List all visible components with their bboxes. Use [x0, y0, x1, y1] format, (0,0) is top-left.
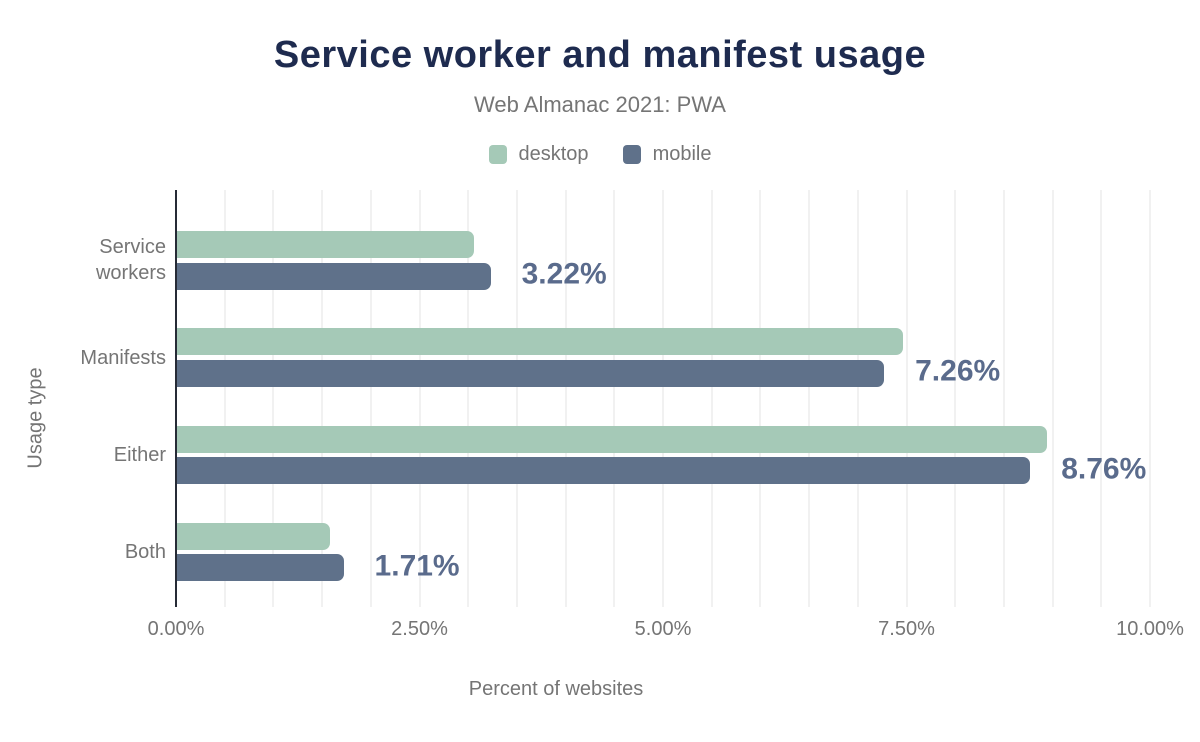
gridline — [1149, 190, 1151, 607]
bar-mobile-1 — [177, 262, 491, 290]
gridline — [954, 190, 957, 607]
bar-mobile-3 — [177, 457, 1031, 485]
desktop-swatch-icon — [488, 145, 507, 164]
gridline — [613, 190, 616, 607]
gridline — [564, 190, 567, 607]
gridline — [759, 190, 762, 607]
gridline — [1051, 190, 1054, 607]
gridline — [905, 190, 908, 607]
bar-mobile-2 — [177, 359, 885, 387]
bar-desktop-4 — [177, 522, 330, 550]
bar-desktop-3 — [177, 425, 1047, 453]
gridline — [710, 190, 713, 607]
category-label: Either — [113, 443, 166, 466]
gridline — [223, 190, 226, 607]
gridline — [515, 190, 518, 607]
value-label: 8.76% — [1061, 452, 1147, 486]
gridline — [369, 190, 372, 607]
x-tick-label: 0.00% — [147, 618, 205, 640]
x-tick-label: 10.00% — [1116, 618, 1184, 640]
gridline — [467, 190, 470, 607]
gridline — [1002, 190, 1005, 607]
x-axis-title: Percent of websites — [468, 678, 644, 700]
gridline — [856, 190, 859, 607]
category-label: Service workers — [95, 236, 166, 285]
bar-desktop-2 — [177, 328, 903, 356]
legend-label: desktop — [518, 143, 589, 165]
mobile-swatch-icon — [622, 145, 641, 164]
gridline — [1100, 190, 1103, 607]
value-label: 3.22% — [521, 257, 607, 291]
gridline — [808, 190, 811, 607]
x-tick-label: 5.00% — [634, 618, 692, 640]
y-axis-line — [175, 190, 177, 607]
category-label: Manifests — [80, 346, 166, 369]
gridline — [272, 190, 275, 607]
chart-title: Service worker and manifest usage — [273, 34, 927, 76]
value-label: 1.71% — [374, 549, 460, 583]
category-label: Both — [124, 541, 166, 564]
legend-label: mobile — [652, 143, 712, 165]
bar-desktop-1 — [177, 231, 475, 258]
legend: desktop mobile — [0, 143, 1200, 166]
gridline — [662, 190, 664, 607]
gridline — [321, 190, 324, 607]
bar-mobile-4 — [177, 554, 344, 582]
legend-item-mobile[interactable]: mobile — [622, 143, 712, 166]
x-tick-label: 7.50% — [878, 618, 935, 640]
y-axis-title: Usage type — [24, 367, 47, 469]
gridline — [418, 190, 421, 607]
value-label: 7.26% — [915, 354, 1001, 388]
plot-area: 3.22% 7.26% 8.76% 1.71% — [175, 190, 1151, 607]
legend-item-desktop[interactable]: desktop — [488, 143, 589, 166]
x-tick-label: 2.50% — [391, 618, 448, 640]
chart-subtitle: Web Almanac 2021: PWA — [474, 92, 726, 117]
